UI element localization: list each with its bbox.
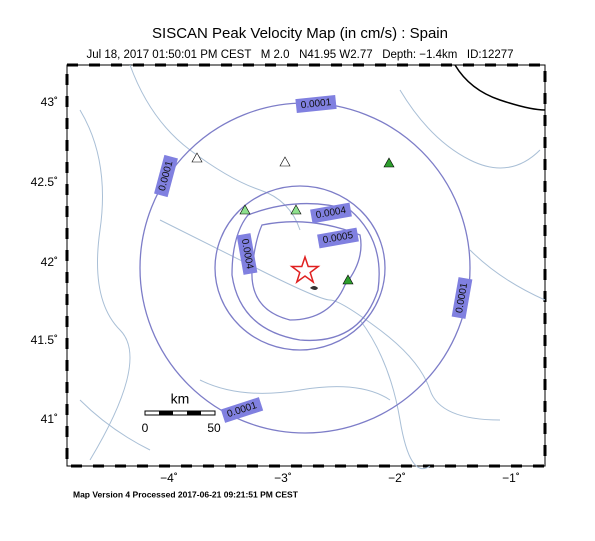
scale-end: 50 bbox=[207, 421, 221, 435]
station bbox=[279, 156, 291, 167]
rivers bbox=[79, 64, 546, 470]
contour-label: 0.0004 bbox=[315, 205, 347, 221]
map-frame bbox=[66, 64, 546, 467]
river bbox=[79, 399, 151, 451]
station bbox=[239, 204, 251, 215]
lon-labels: −4˚ −3˚ −2˚ −1˚ bbox=[160, 471, 520, 485]
lat-label: 41.5˚ bbox=[31, 333, 58, 347]
scale-bar-segment bbox=[159, 411, 173, 415]
river bbox=[469, 249, 546, 301]
river bbox=[159, 219, 501, 421]
station bbox=[290, 204, 302, 215]
river bbox=[199, 379, 391, 401]
contour-label: 0.0001 bbox=[454, 282, 470, 314]
stations bbox=[191, 152, 395, 285]
label-box bbox=[451, 277, 473, 319]
scale-bar-segment bbox=[187, 411, 201, 415]
footer: Map Version 4 Processed 2017-06-21 09:21… bbox=[73, 489, 299, 499]
scale-bar: km 0 50 bbox=[142, 391, 221, 435]
lake bbox=[310, 286, 318, 290]
station bbox=[191, 152, 203, 163]
scale-bar-frame bbox=[144, 410, 216, 416]
lat-labels: 43˚ 42.5˚ 42˚ 41.5˚ 41˚ bbox=[31, 95, 58, 426]
title: SISCAN Peak Velocity Map (in cm/s) : Spa… bbox=[152, 25, 448, 42]
epicenter bbox=[289, 254, 321, 284]
label-box bbox=[310, 202, 352, 224]
contour-label: 0.0001 bbox=[300, 97, 332, 111]
contour-line bbox=[214, 185, 386, 351]
lat-label: 42.5˚ bbox=[31, 175, 58, 189]
map-area: 0.0001 0.0001 0.0001 0.0001 0.0004 0.000… bbox=[65, 63, 547, 470]
lat-label: 41˚ bbox=[41, 412, 58, 426]
label-box bbox=[154, 154, 178, 198]
station bbox=[342, 274, 354, 285]
label-box bbox=[236, 233, 258, 275]
scale-start: 0 bbox=[142, 421, 149, 435]
label-box bbox=[295, 94, 337, 114]
river bbox=[399, 89, 541, 169]
river bbox=[359, 319, 431, 470]
coastline bbox=[454, 64, 546, 111]
scale-unit: km bbox=[171, 391, 190, 407]
subtitle: Jul 18, 2017 01:50:01 PM CEST M 2.0 N41.… bbox=[86, 49, 513, 61]
lon-label: −1˚ bbox=[502, 471, 520, 485]
lat-label: 42˚ bbox=[41, 255, 58, 269]
contour-label: 0.0005 bbox=[322, 230, 354, 246]
label-box bbox=[317, 227, 359, 249]
lat-label: 43˚ bbox=[41, 95, 58, 109]
river bbox=[79, 109, 131, 461]
station bbox=[383, 157, 395, 168]
label-box bbox=[220, 397, 264, 423]
contour-label: 0.0004 bbox=[239, 238, 255, 270]
lon-label: −2˚ bbox=[388, 471, 406, 485]
river bbox=[129, 64, 301, 231]
lon-label: −4˚ bbox=[160, 471, 178, 485]
lon-label: −3˚ bbox=[274, 471, 292, 485]
